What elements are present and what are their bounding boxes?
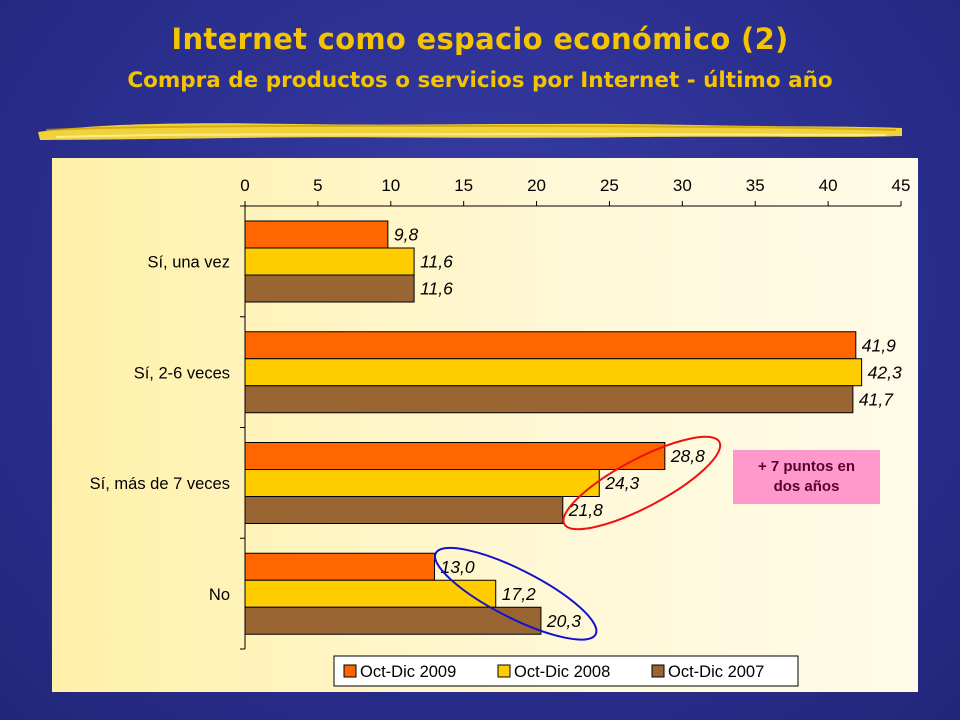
page-subtitle: Compra de productos o servicios por Inte…	[127, 68, 833, 93]
x-tick-label: 40	[819, 176, 838, 195]
bar	[244, 331, 857, 360]
legend-swatch	[651, 664, 665, 678]
x-tick-label: 25	[600, 176, 619, 195]
x-tick-label: 45	[892, 176, 911, 195]
data-label: 41,9	[862, 335, 896, 355]
bar	[244, 469, 600, 497]
highlight-ellipse	[562, 435, 722, 531]
category-label: Sí, 2-6 veces	[134, 364, 230, 382]
legend-swatch	[343, 664, 357, 678]
legend-label: Oct-Dic 2009	[360, 663, 456, 681]
x-tick-label: 15	[454, 176, 473, 195]
bar	[244, 385, 854, 414]
x-tick-label: 5	[313, 176, 322, 195]
bar	[244, 496, 564, 524]
bar	[244, 579, 497, 608]
data-label: 11,6	[420, 279, 453, 299]
callout-box: + 7 puntos en dos años	[733, 450, 880, 504]
legend-label: Oct-Dic 2008	[514, 663, 610, 681]
data-label: 17,2	[502, 584, 536, 604]
x-tick-label: 20	[527, 176, 546, 195]
bar	[244, 552, 436, 581]
bar	[244, 220, 389, 249]
x-tick-label: 0	[240, 176, 249, 195]
category-label: Sí, una vez	[147, 254, 230, 272]
legend-label: Oct-Dic 2007	[668, 663, 764, 681]
page-title: Internet como espacio económico (2)	[171, 22, 789, 56]
data-label: 28,8	[670, 446, 705, 466]
x-tick-label: 35	[746, 176, 765, 195]
callout-text: + 7 puntos en dos años	[757, 458, 856, 495]
legend-swatch	[497, 664, 511, 678]
data-label: 13,0	[441, 557, 475, 577]
bar	[244, 606, 542, 635]
x-tick-label: 30	[673, 176, 692, 195]
x-tick-label: 10	[381, 176, 400, 195]
data-label: 42,3	[868, 362, 902, 382]
bar	[244, 442, 666, 470]
data-label: 20,3	[546, 611, 581, 631]
bar	[244, 358, 863, 387]
highlight-ellipse	[434, 546, 598, 641]
bar	[244, 247, 415, 276]
bar	[244, 274, 415, 303]
data-label: 24,3	[604, 473, 639, 493]
brush-stroke-divider	[38, 123, 902, 140]
legend-box	[333, 655, 799, 687]
data-label: 9,8	[394, 225, 419, 245]
category-label: Sí, más de 7 veces	[90, 475, 230, 493]
data-label: 11,6	[420, 252, 453, 272]
category-label: No	[209, 586, 230, 604]
data-label: 41,7	[859, 389, 894, 409]
data-label: 21,8	[568, 500, 603, 520]
